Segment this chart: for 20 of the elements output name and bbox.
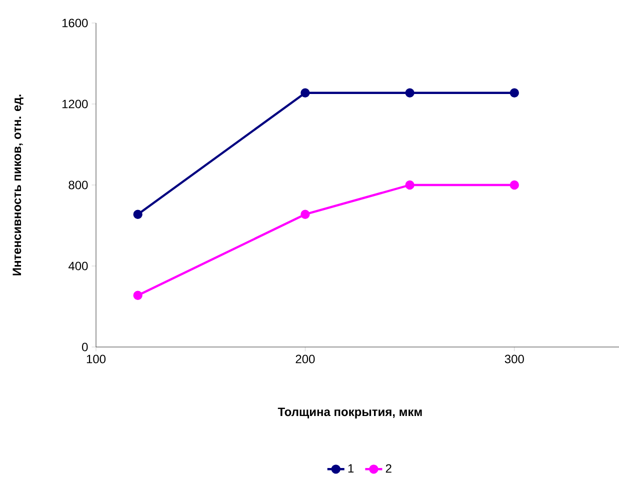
- x-axis-title: Толщина покрытия, мкм: [278, 408, 422, 418]
- point: [300, 88, 310, 98]
- point: [405, 88, 414, 98]
- y-tick-label: 800: [68, 180, 88, 190]
- legend-label: 1: [348, 464, 354, 473]
- point: [510, 88, 519, 98]
- legend-label: 2: [386, 464, 392, 473]
- y-tick-label: 1600: [62, 18, 88, 28]
- point: [405, 180, 414, 190]
- point: [133, 210, 142, 219]
- y-tick-label: 1200: [62, 100, 88, 108]
- point: [510, 180, 519, 190]
- point: [133, 290, 142, 300]
- y-tick-label: 0: [82, 342, 88, 352]
- point: [300, 210, 310, 219]
- y-tick-label: 400: [68, 262, 88, 270]
- x-tick-label: 300: [504, 354, 524, 364]
- x-tick-label: 200: [296, 354, 315, 364]
- x-tick-label: 100: [86, 354, 106, 364]
- y-axis-title: Интенсивность пиков, отн. ед.: [12, 94, 24, 276]
